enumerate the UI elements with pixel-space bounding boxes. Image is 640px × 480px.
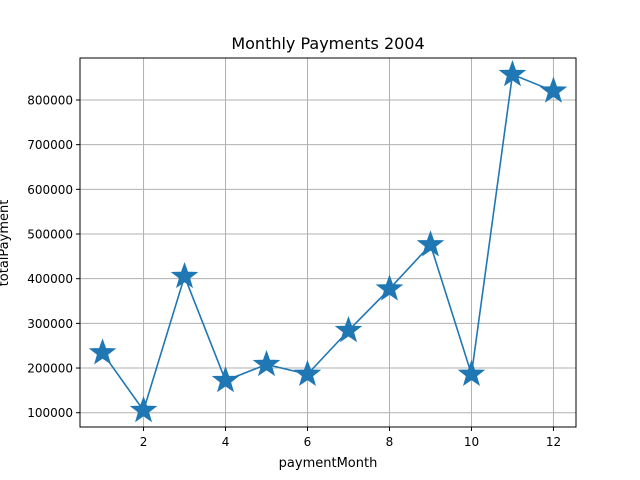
x-tick-label: 4 [222, 435, 230, 449]
x-tick-label: 10 [464, 435, 479, 449]
y-tick-label: 200000 [27, 362, 73, 376]
data-point-star [498, 60, 527, 87]
data-point-star [539, 76, 568, 103]
data-point-star [334, 316, 363, 343]
plot-frame [79, 57, 577, 428]
x-axis-ticks: 2 4 6 8 10 12 [140, 427, 561, 449]
data-point-star [416, 230, 445, 257]
y-tick-label: 800000 [27, 93, 73, 107]
y-tick-label: 100000 [27, 406, 73, 420]
data-point-star [375, 274, 404, 301]
x-tick-label: 2 [140, 435, 148, 449]
y-tick-label: 400000 [27, 272, 73, 286]
x-tick-label: 12 [546, 435, 561, 449]
x-tick-label: 8 [386, 435, 394, 449]
x-tick-label: 6 [304, 435, 312, 449]
data-point-star [457, 359, 486, 387]
data-line [101, 73, 554, 413]
data-point-star [252, 349, 281, 377]
chart-title: Monthly Payments 2004 [231, 34, 424, 53]
data-point-star [293, 359, 322, 387]
series-line [101, 73, 554, 413]
data-point-star [170, 261, 199, 289]
y-axis-ticks: 100000 200000 300000 400000 500000 600000 7000… [27, 93, 80, 420]
data-point-star [88, 338, 117, 365]
y-axis-label: totalPayment [0, 200, 12, 287]
grid [80, 58, 576, 427]
data-point-star [211, 366, 240, 393]
y-tick-label: 300000 [27, 317, 73, 331]
y-tick-label: 600000 [27, 183, 73, 197]
y-tick-label: 500000 [27, 228, 73, 242]
data-markers [88, 60, 568, 423]
data-point-star [129, 395, 158, 423]
y-tick-label: 700000 [27, 138, 73, 152]
x-axis-label: paymentMonth [279, 456, 378, 471]
